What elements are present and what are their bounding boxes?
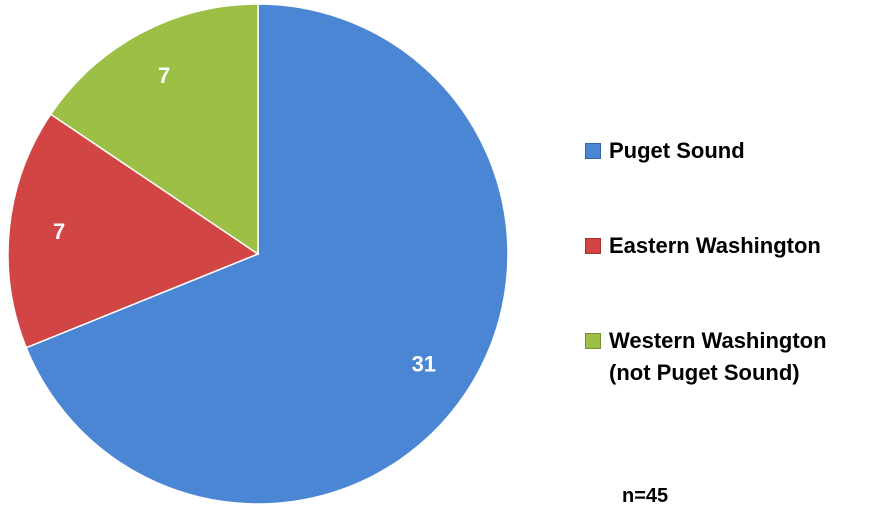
data-label: 7 <box>53 219 65 244</box>
legend-label: Eastern Washington <box>609 233 821 258</box>
legend-swatch <box>585 143 601 159</box>
pie-area: 31 7 7 <box>7 3 509 505</box>
legend: Puget Sound Eastern Washington Western Was… <box>585 135 885 420</box>
pie-slice <box>25 3 509 505</box>
annotation: n=45 <box>622 485 669 507</box>
legend-label: Western Washington (not Puget Sound) <box>609 328 827 385</box>
legend-item: Puget Sound <box>585 135 885 230</box>
pie-slice <box>7 113 260 349</box>
data-label: 7 <box>158 63 170 88</box>
legend-swatch <box>585 333 601 349</box>
pie-slice <box>49 3 259 256</box>
data-label: 31 <box>412 352 436 377</box>
legend-label: Puget Sound <box>609 138 745 163</box>
legend-item: Western Washington (not Puget Sound) <box>585 325 885 420</box>
legend-item: Eastern Washington <box>585 230 885 325</box>
legend-swatch <box>585 238 601 254</box>
